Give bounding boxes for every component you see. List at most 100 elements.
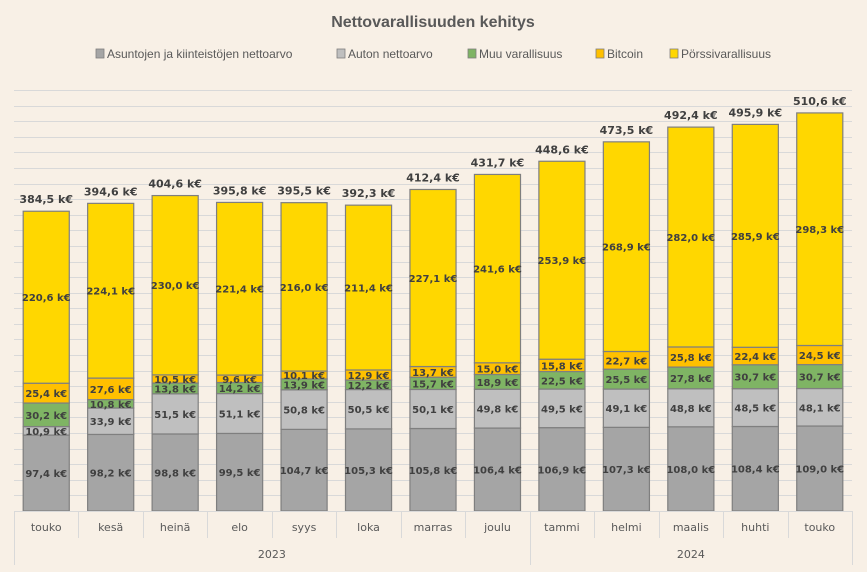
bars: 97,4 k€ 10,9 k€ 30,2 k€ 25,4 k€ 220,6 k€ 384,… <box>19 95 847 512</box>
total-label: 412,4 k€ <box>406 171 460 184</box>
total-label: 395,8 k€ <box>213 184 267 197</box>
legend-label: Pörssivarallisuus <box>681 47 771 61</box>
data-label: 30,7 k€ <box>799 373 841 384</box>
bar-segment <box>280 202 328 372</box>
bar-segment <box>280 389 328 430</box>
bar-segment <box>473 173 522 364</box>
bar-segment <box>151 433 199 512</box>
data-label: 9,6 k€ <box>222 375 257 386</box>
data-label: 230,0 k€ <box>151 281 200 292</box>
bar-stack: 107,3 k€ 49,1 k€ 25,5 k€ 22,7 k€ 268,9 k€ 473… <box>600 124 654 512</box>
data-label: 227,1 k€ <box>409 274 458 285</box>
data-label: 25,4 k€ <box>25 389 67 400</box>
data-label: 109,0 k€ <box>795 465 844 476</box>
data-label: 285,9 k€ <box>731 232 780 243</box>
data-label: 51,5 k€ <box>154 410 196 421</box>
x-tick-label: marras <box>414 521 453 534</box>
data-label: 14,2 k€ <box>219 384 261 395</box>
legend-label: Bitcoin <box>607 47 643 61</box>
bar-segment <box>22 210 70 384</box>
data-label: 98,2 k€ <box>90 469 132 480</box>
total-label: 448,6 k€ <box>535 143 589 156</box>
data-label: 105,3 k€ <box>344 466 393 477</box>
legend: Asuntojen ja kiinteistöjen nettoarvo Auto… <box>95 47 771 61</box>
data-label: 99,5 k€ <box>219 468 261 479</box>
bar-stack: 106,9 k€ 49,5 k€ 22,5 k€ 15,8 k€ 253,9 k€ 448… <box>535 143 589 512</box>
data-label: 108,0 k€ <box>666 465 715 476</box>
bar-segment <box>602 388 651 428</box>
x-tick-label: touko <box>804 521 835 534</box>
bar-stack: 98,8 k€ 51,5 k€ 13,8 k€10,5 k€ 230,0 k€ 404,… <box>148 178 202 512</box>
bar-segment <box>409 427 457 512</box>
data-label: 15,8 k€ <box>541 361 583 372</box>
x-tick-label: helmi <box>611 521 642 534</box>
legend-item: Muu varallisuus <box>467 47 562 61</box>
total-label: 431,7 k€ <box>471 156 525 169</box>
x-tick-label: huhti <box>741 521 769 534</box>
total-label: 492,4 k€ <box>664 109 718 122</box>
legend-label: Auton nettoarvo <box>348 47 433 61</box>
bar-stack: 99,5 k€ 51,1 k€ 14,2 k€9,6 k€ 221,4 k€ 395,8… <box>213 184 267 512</box>
data-label: 104,7 k€ <box>280 466 329 477</box>
bar-stack: 109,0 k€ 48,1 k€ 30,7 k€ 24,5 k€ 298,3 k€ 510… <box>793 95 847 512</box>
data-label: 25,8 k€ <box>670 353 712 364</box>
legend-swatch <box>595 48 605 59</box>
data-label: 24,5 k€ <box>799 351 841 362</box>
bar-segment <box>731 425 779 512</box>
bar-stack: 97,4 k€ 10,9 k€ 30,2 k€ 25,4 k€ 220,6 k€ 384,… <box>19 193 73 512</box>
x-tick-label: loka <box>357 521 380 534</box>
data-label: 13,9 k€ <box>283 380 325 391</box>
data-label: 15,7 k€ <box>412 379 454 390</box>
total-label: 473,5 k€ <box>600 124 654 137</box>
bar-segment <box>344 204 393 371</box>
bar-segment <box>731 388 779 428</box>
bar-segment <box>280 428 328 512</box>
legend-swatch <box>95 48 105 59</box>
legend-item: Bitcoin <box>595 47 643 61</box>
x-tick-label: touko <box>31 521 62 534</box>
data-label: 48,5 k€ <box>734 404 776 415</box>
x-tick-label: heinä <box>160 521 191 534</box>
bar-segment <box>87 407 135 436</box>
legend-swatch <box>669 48 679 59</box>
bar-segment <box>151 194 199 376</box>
bar-segment <box>602 141 651 353</box>
total-label: 510,6 k€ <box>793 95 847 108</box>
bar-segment <box>796 425 844 512</box>
bar-segment <box>344 428 393 512</box>
data-label: 48,8 k€ <box>670 404 712 415</box>
data-label: 97,4 k€ <box>25 469 67 480</box>
bar-stack: 98,2 k€ 33,9 k€ 10,8 k€ 27,6 k€ 224,1 k€ 394,… <box>84 185 137 512</box>
bar-segment <box>796 112 844 347</box>
bar-stack: 108,0 k€ 48,8 k€ 27,8 k€ 25,8 k€ 282,0 k€ 492… <box>664 109 718 512</box>
legend-label: Muu varallisuus <box>479 47 562 61</box>
legend-item: Asuntojen ja kiinteistöjen nettoarvo <box>95 47 293 61</box>
bar-segment <box>667 126 715 348</box>
data-label: 268,9 k€ <box>602 243 651 254</box>
data-label: 51,1 k€ <box>219 410 261 421</box>
x-axis: touko kesä heinä elo syys loka marras joulu tamm… <box>14 511 853 565</box>
data-label: 98,8 k€ <box>154 468 196 479</box>
bar-segment <box>151 393 199 435</box>
data-label: 12,2 k€ <box>348 381 390 392</box>
data-label: 108,4 k€ <box>731 465 780 476</box>
bar-stack: 105,8 k€ 50,1 k€ 15,7 k€13,7 k€ 227,1 k€ 412… <box>406 171 460 512</box>
total-label: 395,5 k€ <box>277 185 331 198</box>
year-label: 2024 <box>677 548 705 561</box>
legend-swatch <box>336 48 346 59</box>
data-label: 216,0 k€ <box>280 283 329 294</box>
total-label: 404,6 k€ <box>148 178 202 191</box>
total-label: 495,9 k€ <box>729 106 783 119</box>
data-label: 10,9 k€ <box>25 427 67 438</box>
data-label: 27,8 k€ <box>670 374 712 385</box>
data-label: 220,6 k€ <box>22 293 71 304</box>
x-tick-label: kesä <box>98 521 123 534</box>
bar-segment <box>344 388 393 430</box>
data-label: 50,5 k€ <box>348 405 390 416</box>
data-label: 15,0 k€ <box>477 365 519 376</box>
total-label: 392,3 k€ <box>342 187 396 200</box>
x-tick-label: syys <box>292 521 317 534</box>
data-label: 30,7 k€ <box>734 373 776 384</box>
bar-stack: 105,3 k€ 50,5 k€ 12,2 k€12,9 k€ 211,4 k€ 392… <box>342 187 396 512</box>
